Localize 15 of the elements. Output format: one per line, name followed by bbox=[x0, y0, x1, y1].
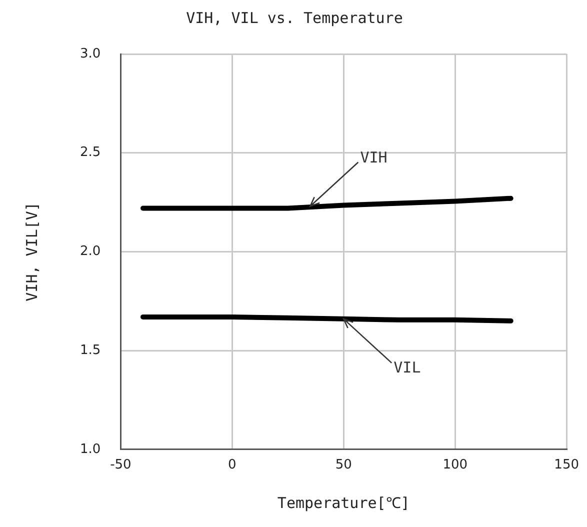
x-axis-title: Temperature[℃] bbox=[277, 494, 410, 512]
y-tick-label: 2.5 bbox=[80, 145, 101, 160]
x-tick-label: 100 bbox=[442, 458, 468, 473]
x-tick-label: 0 bbox=[228, 458, 236, 473]
annotation: VIH bbox=[360, 148, 388, 167]
chart-title: VIH, VIL vs. Temperature bbox=[186, 8, 403, 27]
annotation: VIL bbox=[394, 358, 421, 376]
x-tick-label: -50 bbox=[110, 458, 132, 473]
y-tick-label: 1.0 bbox=[80, 442, 101, 457]
y-tick-label: 1.5 bbox=[80, 342, 101, 358]
x-tick-label: 150 bbox=[554, 458, 580, 473]
y-tick-label: 2.0 bbox=[80, 244, 101, 260]
x-tick-label: 50 bbox=[335, 458, 352, 473]
y-axis-title: VIH, VIL[V] bbox=[22, 202, 41, 302]
y-tick-label: 3.0 bbox=[80, 46, 101, 62]
